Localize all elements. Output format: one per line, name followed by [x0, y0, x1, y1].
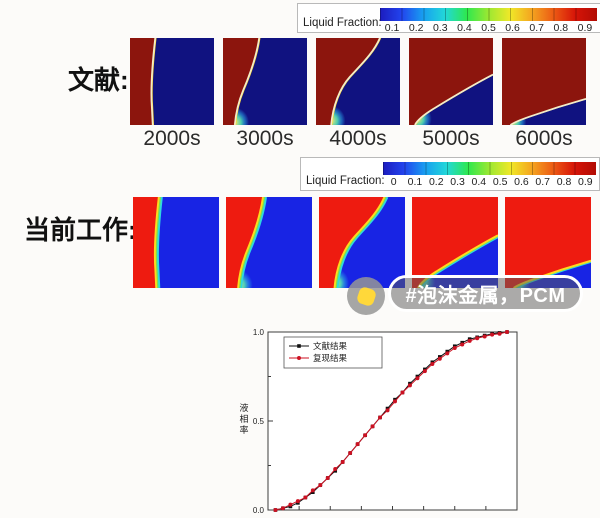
y-axis-label: 相: [239, 413, 248, 424]
time-label: 5000s: [422, 127, 480, 150]
contour-panel-literature-2000s: [130, 38, 214, 125]
time-label: 2000s: [143, 127, 201, 150]
colorbar-tick-label: 0.6: [505, 22, 520, 34]
emoji-sticker-icon: [347, 277, 385, 315]
hashtag-chip[interactable]: #泡沫金属，PCM: [388, 275, 583, 312]
colorbar-tick-label: 0: [390, 176, 397, 188]
colorbar-bottom: Liquid Fraction: 0 0.1 0.2 0.3 0.4 0.5 0.6 0.7 0…: [300, 157, 600, 191]
colorbar-tick-label: 0.8: [553, 22, 569, 34]
time-label: 4000s: [329, 127, 387, 150]
colorbar-top: Liquid Fraction: 0.1 0.2 0.3 0.4 0.5 0.6 0.7 0.…: [297, 3, 600, 34]
colorbar-tick-label: 0.4: [457, 22, 472, 34]
colorbar-bottom-ticks: 0 0.1 0.2 0.3 0.4 0.5 0.6 0.7 0.8 0.9: [383, 176, 596, 188]
contour-panel-current-4000s: [319, 197, 405, 288]
y-axis-label: 率: [239, 424, 248, 435]
colorbar-tick-label: 0.4: [471, 176, 487, 188]
legend-label: 复现结果: [313, 353, 348, 363]
contour-panel-current-2000s: [133, 197, 219, 288]
colorbar-tick-label: 0.7: [535, 176, 551, 188]
colorbar-bottom-label: Liquid Fraction:: [306, 175, 385, 187]
contour-panel-literature-4000s: [316, 38, 400, 125]
colorbar-tick-label: 0.2: [408, 22, 424, 34]
y-tick-label: 1.0: [253, 328, 265, 337]
y-tick-label: 0.5: [253, 417, 265, 426]
row-label-literature: 文献:: [68, 65, 129, 95]
colorbar-top-label: Liquid Fraction:: [303, 17, 382, 29]
colorbar-tick-label: 0.9: [577, 22, 593, 34]
colorbar-tick-label: 0.1: [407, 176, 423, 188]
contour-panel-literature-5000s: [409, 38, 493, 125]
colorbar-tick-label: 0.5: [481, 22, 496, 34]
y-tick-label: 0.0: [253, 506, 265, 515]
colorbar-tick-label: 0.5: [492, 176, 508, 188]
y-axis-label: 液: [239, 402, 248, 413]
colorbar-bottom-gradient: [383, 162, 596, 175]
colorbar-top-gradient: [380, 8, 597, 21]
legend-label: 文献结果: [313, 341, 348, 351]
contour-panel-current-5000s: [412, 197, 498, 288]
contour-panel-literature-6000s: [502, 38, 586, 125]
colorbar-tick-label: 0.7: [529, 22, 545, 34]
time-labels: 2000s 3000s 4000s 5000s 6000s: [130, 127, 586, 151]
row-label-current-work: 当前工作:: [24, 215, 137, 245]
emoji-core-icon: [355, 285, 377, 307]
contour-panel-current-3000s: [226, 197, 312, 288]
time-label: 3000s: [236, 127, 294, 150]
colorbar-tick-label: 0.1: [384, 22, 400, 34]
colorbar-tick-label: 0.3: [432, 22, 448, 34]
colorbar-tick-label: 0.6: [514, 176, 529, 188]
contour-panel-literature-3000s: [223, 38, 307, 125]
colorbar-tick-label: 0.8: [556, 176, 572, 188]
colorbar-tick-label: 0.9: [578, 176, 593, 188]
colorbar-tick-label: 0.3: [450, 176, 465, 188]
colorbar-tick-label: 0.2: [428, 176, 444, 188]
contour-strip-literature: [130, 38, 586, 125]
time-label: 6000s: [515, 127, 573, 150]
colorbar-top-ticks: 0.1 0.2 0.3 0.4 0.5 0.6 0.7 0.8 0.9: [380, 22, 597, 34]
